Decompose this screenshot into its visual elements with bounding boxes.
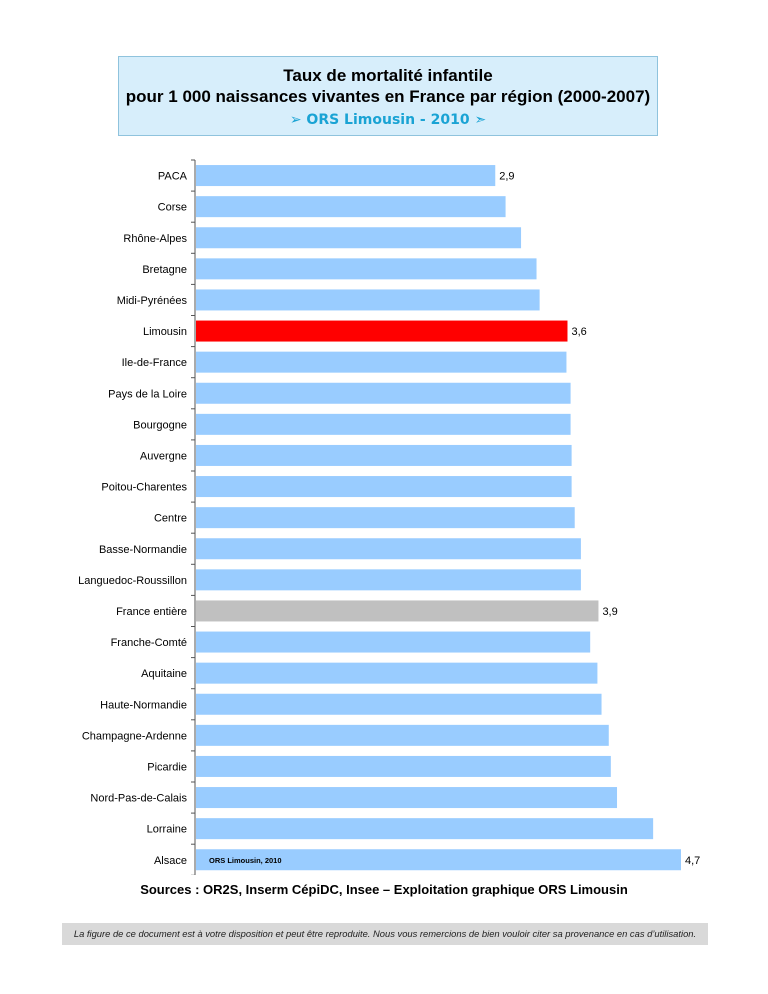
category-label-nord-pas-de-calais: Nord-Pas-de-Calais xyxy=(90,793,187,805)
bar-nord-pas-de-calais xyxy=(196,787,618,809)
bar-auvergne xyxy=(196,444,572,466)
bar-midi-pyrenees xyxy=(196,289,540,311)
chart-title-box: Taux de mortalité infantile pour 1 000 n… xyxy=(118,56,658,136)
category-label-alsace: Alsace xyxy=(154,855,187,867)
category-label-pays-de-la-loire: Pays de la Loire xyxy=(108,388,187,400)
chart-annotation: ORS Limousin, 2010 xyxy=(209,856,282,865)
category-label-franche-comte: Franche-Comté xyxy=(111,637,187,649)
category-label-limousin: Limousin xyxy=(143,326,187,338)
category-label-bourgogne: Bourgogne xyxy=(133,419,187,431)
category-label-centre: Centre xyxy=(154,513,187,525)
category-label-aquitaine: Aquitaine xyxy=(141,668,187,680)
bar-pays-de-la-loire xyxy=(196,382,571,404)
category-label-auvergne: Auvergne xyxy=(140,450,187,462)
bar-chart: PACA 2,9 Corse Rhône-Alpes Bretagne Midi-Pyré… xyxy=(78,159,700,875)
bar-bretagne xyxy=(196,258,537,280)
bar-bourgogne xyxy=(196,413,571,435)
category-label-champagne-ardenne: Champagne-Ardenne xyxy=(82,730,187,742)
bar-lorraine xyxy=(196,818,654,840)
bar-paca xyxy=(196,165,496,187)
bar-picardie xyxy=(196,755,611,777)
bar-franche-comte xyxy=(196,631,591,653)
footer-note: La figure de ce document est à votre dis… xyxy=(62,923,708,945)
value-label-paca: 2,9 xyxy=(499,171,514,183)
category-label-bretagne: Bretagne xyxy=(142,264,187,276)
category-label-france-entiere: France entière xyxy=(116,606,187,618)
bar-limousin xyxy=(196,320,568,342)
category-label-languedoc-roussillon: Languedoc-Roussillon xyxy=(78,575,187,587)
bar-champagne-ardenne xyxy=(196,724,609,746)
category-label-rhone-alpes: Rhône-Alpes xyxy=(123,233,187,245)
category-label-haute-normandie: Haute-Normandie xyxy=(100,699,187,711)
value-label-limousin: 3,6 xyxy=(571,326,586,338)
category-label-ile-de-france: Ile-de-France xyxy=(122,357,187,369)
bar-rhone-alpes xyxy=(196,227,522,249)
bar-aquitaine xyxy=(196,662,598,684)
category-label-poitou-charentes: Poitou-Charentes xyxy=(101,482,187,494)
bar-corse xyxy=(196,196,506,218)
chart-subtitle: ➢ ORS Limousin - 2010 ➣ xyxy=(289,112,487,128)
bar-basse-normandie xyxy=(196,538,581,560)
bar-ile-de-france xyxy=(196,351,567,373)
bar-languedoc-roussillon xyxy=(196,569,581,591)
bar-haute-normandie xyxy=(196,693,602,715)
sources-note: Sources : OR2S, Inserm CépiDC, Insee – E… xyxy=(140,882,628,897)
category-label-midi-pyrenees: Midi-Pyrénées xyxy=(117,295,188,307)
value-label-france-entiere: 3,9 xyxy=(602,606,617,618)
category-label-paca: PACA xyxy=(158,171,188,183)
value-label-alsace: 4,7 xyxy=(685,855,700,867)
bar-poitou-charentes xyxy=(196,476,572,498)
category-label-corse: Corse xyxy=(158,202,187,214)
bar-france-entiere xyxy=(196,600,599,622)
bar-centre xyxy=(196,507,575,529)
bar-alsace xyxy=(196,849,681,871)
chart-title-line-1: Taux de mortalité infantile xyxy=(283,66,493,85)
category-label-basse-normandie: Basse-Normandie xyxy=(99,544,187,556)
category-label-picardie: Picardie xyxy=(147,761,187,773)
category-label-lorraine: Lorraine xyxy=(147,824,187,836)
chart-title-line-2: pour 1 000 naissances vivantes en France… xyxy=(125,87,651,106)
